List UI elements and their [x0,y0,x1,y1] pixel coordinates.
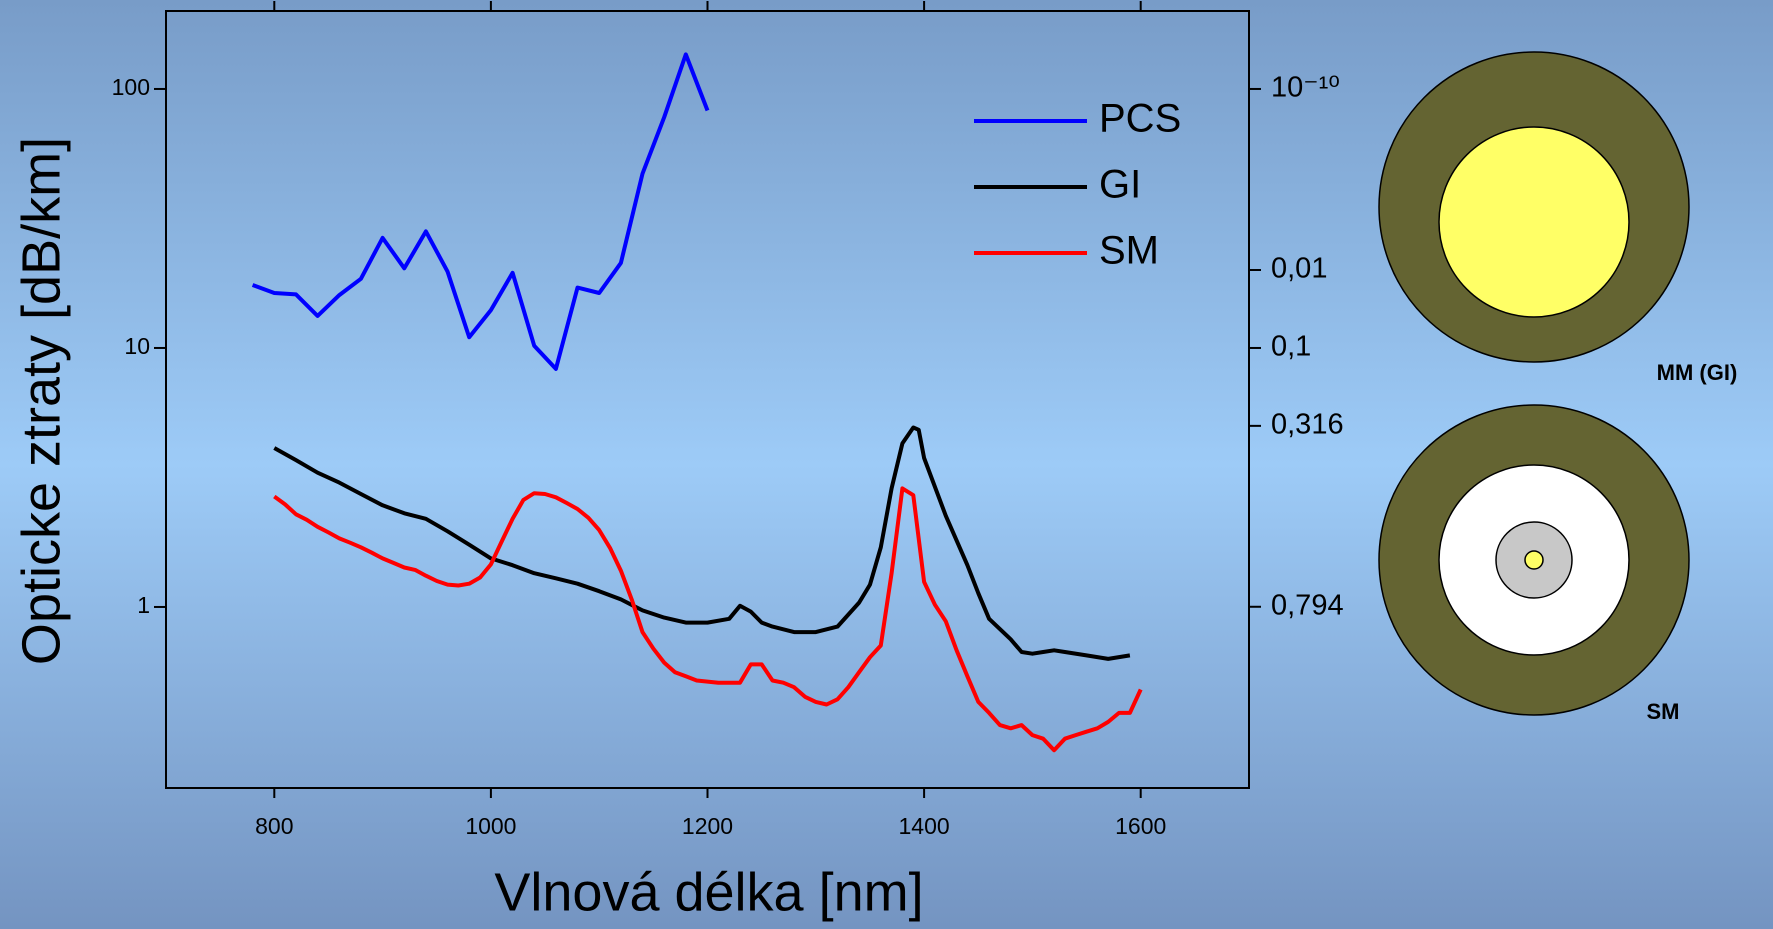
series-line [251,52,710,371]
series-line [273,486,1143,753]
y-axis-title: Opticke ztraty [dB/km] [11,137,71,665]
legend-label: SM [1099,229,1159,273]
y2-tick-label: 0,1 [1271,331,1311,363]
x-tick-label: 1200 [682,813,733,839]
plot-area [251,52,1143,753]
y2-tick-label: 0,794 [1271,589,1344,621]
legend-label: PCS [1099,97,1181,141]
series-line [273,425,1131,661]
core [1438,126,1630,318]
y-tick-label: 10 [124,333,150,359]
fiber-diagram-sm: SM [1378,404,1690,724]
core [1524,550,1544,570]
y-tick-label: 100 [112,74,150,100]
y2-tick-label: 0,316 [1271,409,1344,441]
x-tick-label: 1400 [899,813,950,839]
x-tick-label: 800 [255,813,293,839]
y2-tick-label: 10⁻¹⁰ [1271,72,1340,104]
x-tick-label: 1600 [1115,813,1166,839]
fiber-label: MM (GI) [1657,360,1738,385]
x-tick-label: 1000 [465,813,516,839]
y2-tick-label: 0,01 [1271,253,1327,285]
fiber-diagram-mm: MM (GI) [1378,51,1738,385]
fiber-label: SM [1647,699,1680,724]
legend-label: GI [1099,163,1141,207]
y-tick-label: 1 [137,592,150,618]
x-axis-title: Vlnová délka [nm] [494,862,923,922]
